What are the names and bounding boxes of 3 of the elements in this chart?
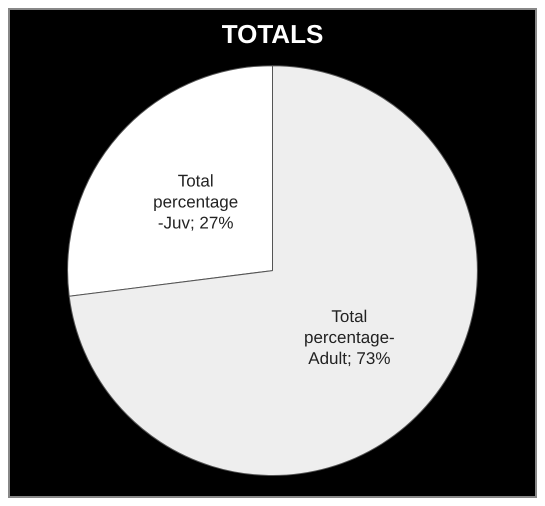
slice-label: Total percentage -Juv; 27% <box>153 172 238 233</box>
chart-title: TOTALS <box>222 18 324 49</box>
slice-label: Total percentage-Adult; 73% <box>304 307 395 368</box>
